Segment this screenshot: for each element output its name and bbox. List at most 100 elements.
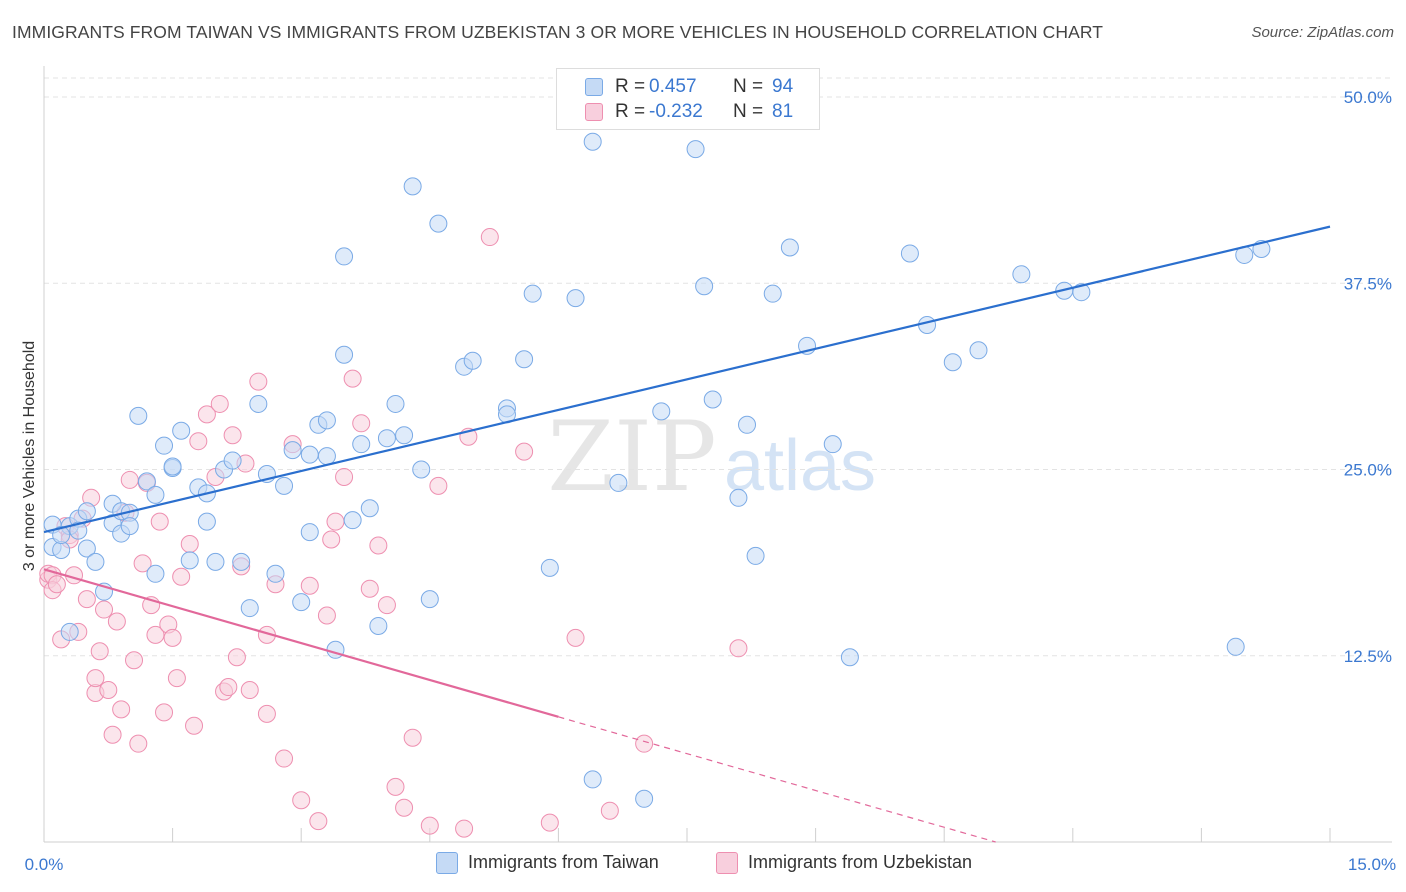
uzbekistan-point [360, 579, 379, 598]
taiwan-point [223, 451, 242, 470]
uzbekistan-point [480, 228, 499, 247]
taiwan-point [292, 593, 311, 612]
uzbekistan-point [47, 575, 66, 594]
taiwan-point [300, 523, 319, 542]
legend-label-uzbekistan: Immigrants from Uzbekistan [748, 852, 973, 872]
uzbekistan-point [107, 612, 126, 631]
n-value: 94 [772, 76, 794, 97]
taiwan-point [86, 552, 105, 571]
taiwan-point [352, 435, 371, 454]
r-value: 0.457 [649, 76, 697, 97]
taiwan-point [540, 558, 559, 577]
uzbekistan-point [103, 725, 122, 744]
uzbekistan-point [429, 476, 448, 495]
y-tick-label: 25.0% [1344, 461, 1392, 480]
taiwan-point [420, 590, 439, 609]
taiwan-point [146, 564, 165, 583]
taiwan-point [523, 284, 542, 303]
uzbekistan-point [227, 648, 246, 667]
uzbekistan-point [403, 728, 422, 747]
taiwan-point [275, 476, 294, 495]
y-tick-label: 12.5% [1344, 647, 1392, 666]
uzbekistan-point [210, 394, 229, 413]
r-value: -0.232 [649, 101, 703, 122]
uzbekistan-point [185, 716, 204, 735]
uzbekistan-point [566, 628, 585, 647]
y-tick-label: 37.5% [1344, 274, 1392, 293]
taiwan-point [609, 473, 628, 492]
uzbekistan-point [223, 426, 242, 445]
taiwan-point [1226, 637, 1245, 656]
watermark-atlas: atlas [724, 426, 876, 506]
taiwan-point [969, 341, 988, 360]
legend-item-uzbekistan[interactable]: Immigrants from Uzbekistan [716, 852, 973, 875]
legend-item-taiwan[interactable]: Immigrants from Taiwan [436, 852, 659, 875]
uzbekistan-point [95, 600, 114, 619]
uzbekistan-point [515, 442, 534, 461]
uzbekistan-point [172, 567, 191, 586]
uzbekistan-swatch [716, 852, 738, 875]
uzbekistan-point [257, 704, 276, 723]
uzbekistan-point [635, 734, 654, 753]
uzbekistan-point [197, 405, 216, 424]
taiwan-point [335, 345, 354, 364]
taiwan-point [266, 564, 285, 583]
taiwan-point [180, 551, 199, 570]
taiwan-point [155, 436, 174, 455]
taiwan-point [197, 512, 216, 531]
taiwan-point [300, 445, 319, 464]
taiwan-point [146, 485, 165, 504]
taiwan-point [429, 214, 448, 233]
uzbekistan-point [189, 432, 208, 451]
r-label: R = [615, 76, 646, 97]
taiwan-point [403, 177, 422, 196]
uzbekistan-point [155, 703, 174, 722]
uzbekistan-point [377, 596, 396, 615]
taiwan-point [60, 622, 79, 641]
taiwan-point [172, 421, 191, 440]
taiwan-trend-line [43, 225, 1331, 534]
uzbekistan-trend-extension [558, 716, 996, 843]
uzbekistan-point [292, 791, 311, 810]
n-value: 81 [772, 101, 794, 122]
taiwan-swatch [585, 78, 603, 96]
taiwan-point [52, 526, 71, 545]
uzbekistan-point [99, 681, 118, 700]
uzbekistan-point [150, 512, 169, 531]
uzbekistan-point [395, 798, 414, 817]
taiwan-point [137, 472, 156, 491]
taiwan-point [515, 350, 534, 369]
taiwan-point [695, 277, 714, 296]
taiwan-point [163, 457, 182, 476]
taiwan-point [412, 460, 431, 479]
uzbekistan-point [309, 812, 328, 831]
taiwan-point [240, 599, 259, 618]
tick-labels: 12.5% 25.0% 37.5% 50.0% 0.0% 15.0% [25, 88, 1396, 874]
uzbekistan-point [275, 749, 294, 768]
taiwan-point [77, 539, 96, 558]
uzbekistan-point [317, 606, 336, 625]
taiwan-point [900, 244, 919, 263]
taiwan-point [283, 441, 302, 460]
uzbekistan-points [39, 228, 748, 838]
legend-label-taiwan: Immigrants from Taiwan [468, 852, 659, 872]
taiwan-point [369, 616, 388, 635]
x-tick-label: 0.0% [25, 855, 64, 874]
n-label: N = [733, 101, 764, 122]
taiwan-point [343, 511, 362, 530]
taiwan-point [120, 517, 139, 536]
uzbekistan-point [125, 651, 144, 670]
taiwan-point [206, 552, 225, 571]
uzbekistan-point [386, 777, 405, 796]
uzbekistan-point [600, 801, 619, 820]
taiwan-point [840, 648, 859, 667]
watermark: ZIP atlas [547, 401, 876, 513]
x-tick-label: 15.0% [1348, 855, 1396, 874]
uzbekistan-point [729, 639, 748, 658]
uzbekistan-point [326, 512, 345, 531]
taiwan-point [335, 247, 354, 266]
watermark-zip: ZIP [547, 401, 716, 513]
uzbekistan-point [180, 535, 199, 553]
uzbekistan-trend-line [43, 568, 559, 718]
